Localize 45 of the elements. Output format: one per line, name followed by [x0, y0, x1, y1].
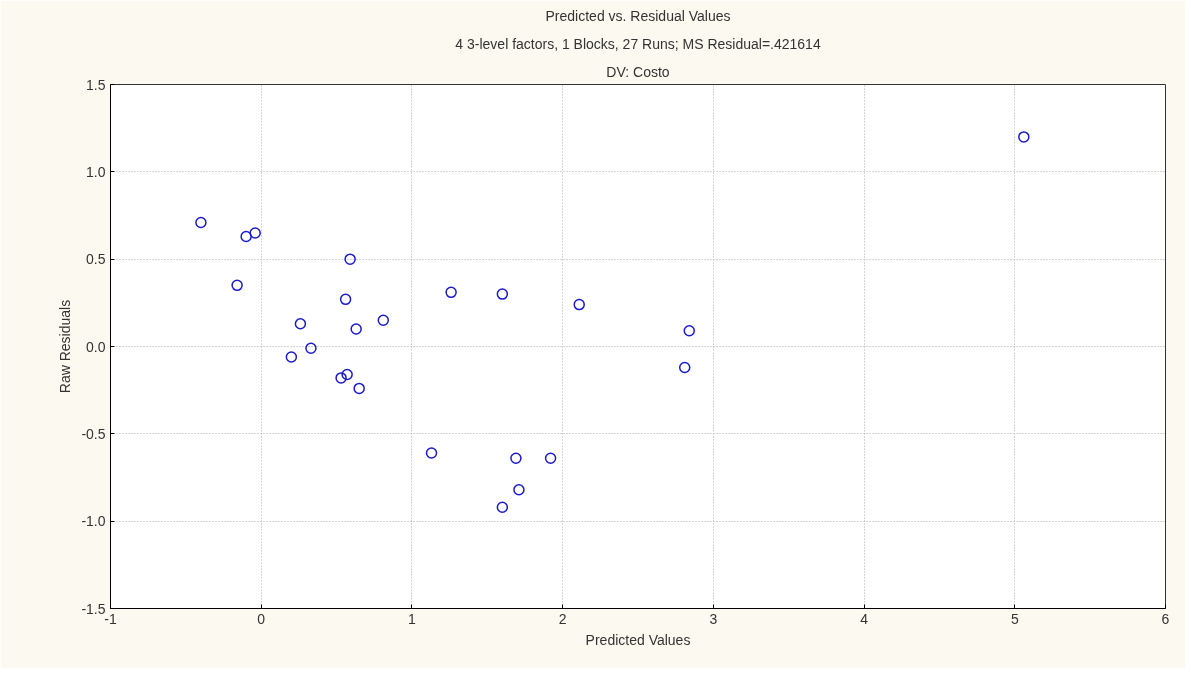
point: [240, 230, 252, 243]
point: [510, 452, 522, 465]
point: [305, 342, 317, 354]
x-tick-label: 6: [1161, 610, 1170, 627]
point: [377, 314, 390, 327]
point: [344, 253, 356, 265]
y-tick-label: 1.0: [86, 163, 106, 180]
point: [350, 323, 362, 335]
point: [573, 298, 585, 311]
y-axis-title: Raw Residuals: [57, 299, 74, 394]
point: [249, 227, 261, 239]
y-tick-label: -1.5: [81, 600, 106, 617]
point: [231, 279, 243, 292]
chart-title: Predicted vs. Residual Values: [545, 7, 731, 24]
point: [341, 368, 353, 381]
y-tick-label: -1.0: [81, 513, 106, 530]
y-tick-label: -0.5: [81, 425, 106, 442]
x-tick-label: 4: [860, 610, 869, 627]
x-tick-label: 2: [558, 610, 567, 627]
y-tick-label: 0.5: [86, 251, 106, 268]
text: DV: Costo: [606, 63, 670, 80]
x-axis-title: Predicted Values: [585, 631, 691, 648]
point: [353, 382, 365, 395]
point: [339, 293, 352, 306]
x-tick-label: 3: [709, 610, 718, 627]
point: [335, 372, 347, 384]
point: [1018, 131, 1030, 143]
point: [285, 351, 298, 363]
point: [513, 483, 525, 496]
point: [445, 286, 457, 299]
point: [195, 216, 207, 229]
point: [544, 452, 557, 465]
point: [683, 325, 695, 337]
point: [678, 361, 691, 374]
y-tick-label: 1.5: [86, 76, 106, 93]
y-tick-label: 0.0: [86, 338, 106, 355]
x-tick-label: 1: [408, 610, 417, 627]
x-tick-label: -1: [104, 610, 117, 627]
x-tick-label: 0: [257, 610, 266, 627]
x-tick-label: 5: [1010, 610, 1019, 627]
point: [496, 288, 509, 300]
point: [294, 318, 307, 330]
point: [496, 501, 509, 513]
point: [425, 447, 438, 459]
chart-subtitle: 4 3-level factors, 1 Blocks, 27 Runs; MS Residual=.421614: [455, 35, 821, 52]
